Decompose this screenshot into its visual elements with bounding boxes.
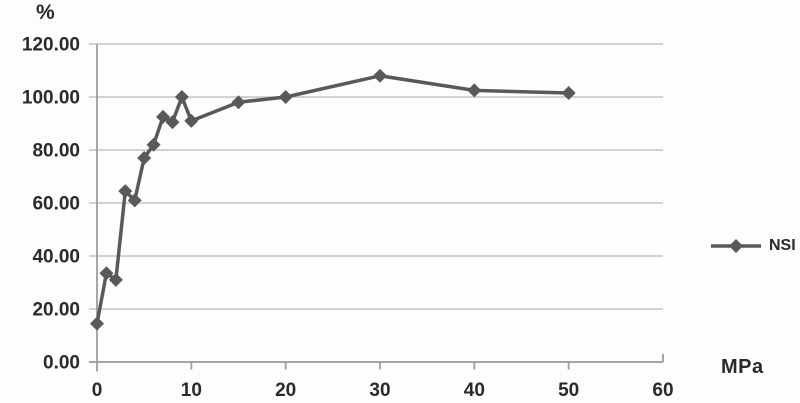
nsi-data-point (118, 184, 133, 199)
nsi-data-point (561, 86, 576, 101)
nsi-data-point (467, 83, 482, 98)
nsi-data-point (184, 113, 199, 128)
nsi-data-point (174, 90, 189, 104)
nsi-data-point (373, 68, 387, 83)
y-axis-unit-label: % (36, 1, 55, 24)
nsi-data-point (127, 193, 142, 208)
y-tick-label: 40.00 (32, 247, 80, 268)
y-tick-label: 0.00 (43, 353, 80, 374)
x-tick-label: 30 (369, 380, 390, 401)
x-tick-label: 10 (181, 380, 202, 401)
nsi-series-line (95, 74, 569, 324)
y-tick-label: 100.00 (22, 88, 80, 109)
y-tick-label: 60.00 (32, 194, 80, 215)
x-tick-label: 40 (464, 380, 485, 401)
legend-nsi-marker-icon (711, 239, 761, 253)
y-tick-label: 120.00 (22, 35, 80, 56)
nsi-data-point (156, 109, 171, 124)
nsi-data-point (278, 90, 293, 104)
legend-nsi-label: NSI (769, 237, 796, 254)
nsi-data-point (108, 272, 123, 287)
nsi-data-point (90, 316, 104, 331)
x-tick-label: 60 (652, 380, 673, 401)
nsi-data-point (231, 95, 246, 110)
x-tick-label: 20 (275, 380, 296, 401)
legend: NSI (709, 235, 796, 257)
x-axis-unit-label: MPa (721, 356, 764, 378)
x-tick-label: 0 (92, 380, 103, 401)
nsi-data-point (137, 150, 152, 165)
y-tick-label: 80.00 (32, 141, 80, 162)
nsi-data-point (146, 137, 161, 152)
x-tick-label: 50 (558, 380, 579, 401)
nsi-data-point (99, 266, 114, 281)
nsi-data-point (165, 115, 180, 130)
y-tick-label: 20.00 (32, 300, 80, 321)
